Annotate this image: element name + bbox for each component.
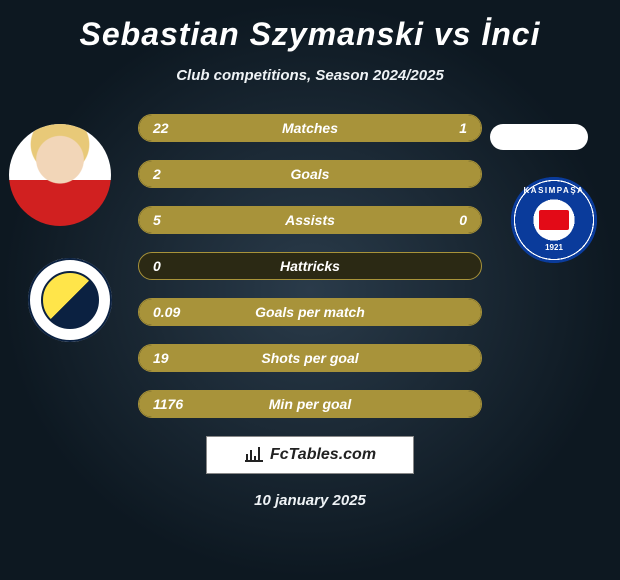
stat-value-left: 0	[153, 258, 161, 274]
stat-value-left: 0.09	[153, 304, 180, 320]
stat-bar: 0.09 Goals per match	[138, 298, 482, 326]
stat-value-left: 1176	[153, 396, 183, 412]
stat-bar: 0 Hattricks	[138, 252, 482, 280]
brand-box[interactable]: FcTables.com	[206, 436, 414, 474]
stat-label: Shots per goal	[261, 350, 358, 366]
stat-bar: 5 Assists 0	[138, 206, 482, 234]
page-root: Sebastian Szymanski vs İnci Club competi…	[0, 0, 620, 580]
stat-label: Min per goal	[269, 396, 351, 412]
stat-value-right: 0	[459, 212, 467, 228]
stat-bar: 2 Goals	[138, 160, 482, 188]
footer-date: 10 january 2025	[0, 492, 620, 509]
stat-label: Goals per match	[255, 304, 365, 320]
stats-area: 22 Matches 1 2 Goals 5 Assists 0 0 Hattricks 0.09 G…	[0, 114, 620, 509]
stat-value-left: 22	[153, 120, 169, 136]
stat-value-left: 5	[153, 212, 161, 228]
stat-label: Assists	[285, 212, 335, 228]
stat-label: Goals	[291, 166, 330, 182]
stat-bars-column: 22 Matches 1 2 Goals 5 Assists 0 0 Hattricks 0.09 G…	[138, 114, 482, 418]
stat-label: Matches	[282, 120, 338, 136]
chart-icon	[244, 444, 264, 467]
stat-value-left: 2	[153, 166, 161, 182]
stat-bar: 1176 Min per goal	[138, 390, 482, 418]
brand-text: FcTables.com	[270, 446, 376, 464]
stat-bar: 19 Shots per goal	[138, 344, 482, 372]
page-title: Sebastian Szymanski vs İnci	[0, 16, 620, 53]
stat-bar: 22 Matches 1	[138, 114, 482, 142]
stat-label: Hattricks	[280, 258, 340, 274]
stat-value-right: 1	[459, 120, 467, 136]
page-subtitle: Club competitions, Season 2024/2025	[0, 67, 620, 84]
stat-value-left: 19	[153, 350, 169, 366]
